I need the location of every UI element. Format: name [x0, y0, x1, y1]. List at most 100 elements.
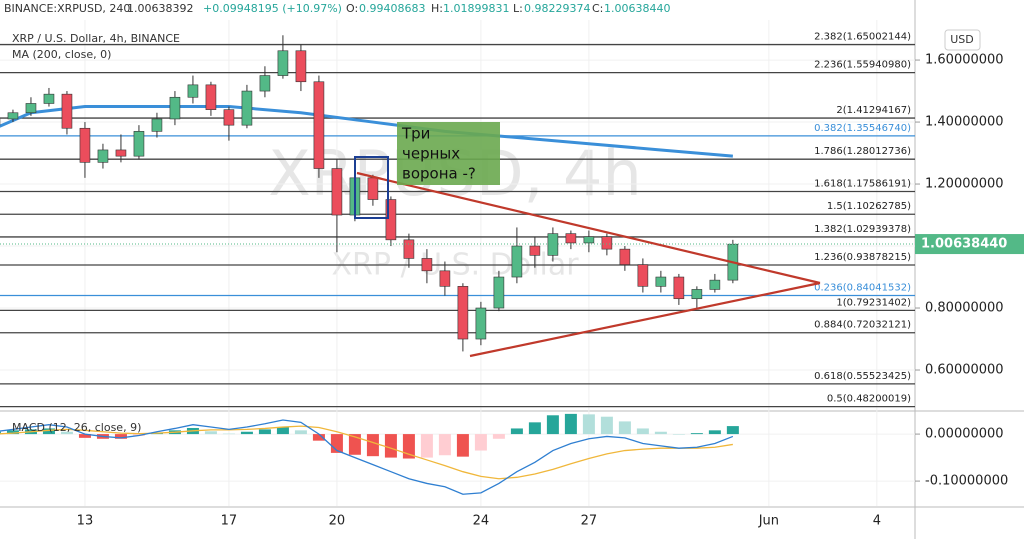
legend-macd: MACD (12, 26, close, 9) [12, 421, 141, 434]
y-tick-label: 1.20000000 [925, 177, 1004, 192]
candle-body [403, 239, 415, 259]
fib-label: 0.884(0.72032121) [814, 320, 911, 331]
macd-histogram-bar [546, 415, 559, 435]
x-tick-label: 4 [873, 514, 881, 529]
macd-histogram-bar [726, 426, 739, 435]
candle-body [205, 84, 217, 110]
fib-label: 0.5(0.48200019) [827, 394, 911, 405]
candle-body [295, 50, 307, 83]
macd-histogram-bar [204, 431, 217, 435]
macd-histogram-bar [600, 416, 613, 435]
fib-label: 1.236(0.93878215) [814, 252, 911, 263]
y-tick-label: -0.10000000 [925, 474, 1008, 489]
y-tick-label: 0.00000000 [925, 427, 1004, 442]
ohlc-value: 0.99408683 [359, 2, 425, 15]
macd-histogram-bar [78, 434, 91, 438]
ohlc-value: 1.01899831 [443, 2, 509, 15]
macd-histogram-bar [114, 434, 127, 439]
triangle-lower [469, 281, 821, 358]
macd-histogram-bar [654, 431, 667, 435]
candle-body [115, 149, 127, 157]
candle-body [529, 245, 541, 256]
candle-body [313, 81, 325, 169]
candle-body [61, 93, 73, 129]
x-tick-label: 27 [581, 514, 598, 529]
ohlc-value: 0.98229374 [524, 2, 590, 15]
annotation-line: ворона -? [402, 165, 476, 183]
candle-body [601, 236, 613, 250]
signal-line [0, 425, 733, 480]
currency-button[interactable] [944, 29, 981, 51]
candle-body [565, 233, 577, 244]
candle-body [673, 276, 685, 300]
fib-label: 2.382(1.65002144) [814, 32, 911, 43]
candle-body [259, 75, 271, 92]
macd-histogram-bar [636, 428, 649, 435]
candle-body [439, 270, 451, 287]
candle-body [277, 50, 289, 76]
x-tick-label: 20 [329, 514, 346, 529]
candle-body [223, 109, 235, 126]
candle-body [133, 131, 145, 157]
candle-body [493, 276, 505, 309]
candle-body [457, 286, 469, 340]
y-tick-label: 1.60000000 [925, 53, 1004, 68]
macd-histogram-bar [438, 434, 451, 456]
macd-histogram-bar [690, 433, 703, 435]
fib-label: 0.618(0.55523425) [814, 371, 911, 382]
candle-body [169, 96, 181, 120]
fib-label: 2.236(1.55940980) [814, 60, 911, 71]
candle-body [385, 199, 397, 241]
last-price: 1.00638392 [127, 2, 193, 15]
macd-histogram-bar [582, 414, 595, 435]
macd-histogram-bar [6, 430, 19, 435]
candle-body [421, 258, 433, 272]
candle-body [43, 93, 55, 104]
ma-line [0, 105, 733, 158]
fib-label: 2(1.41294167) [836, 105, 911, 116]
x-tick-label: 17 [221, 514, 238, 529]
triangle-upper [356, 171, 821, 285]
macd-histogram-bar [402, 434, 415, 459]
macd-histogram-bar [618, 421, 631, 435]
macd-histogram-bar [60, 431, 73, 435]
macd-histogram-bar [474, 434, 487, 451]
legend-ma: MA (200, close, 0) [12, 48, 111, 61]
macd-histogram-bar [456, 434, 469, 457]
macd-histogram-bar [510, 428, 523, 435]
candle-body [619, 248, 631, 265]
macd-histogram-bar [564, 413, 577, 435]
highlight-box [354, 156, 389, 219]
candle-body [7, 112, 19, 120]
candle-body [367, 177, 379, 200]
candle-body [475, 307, 487, 340]
candle-body [241, 90, 253, 126]
candle-body [79, 127, 91, 163]
macd-histogram-bar [528, 422, 541, 435]
macd-histogram-bar [240, 431, 253, 435]
last-price-box [915, 234, 1024, 255]
candle-body [187, 84, 199, 98]
candle-body [655, 276, 667, 287]
symbol: BINANCE:XRPUSD, 240 [4, 2, 130, 15]
candle-body [709, 279, 721, 290]
fib-label: 0.236(0.84041532) [814, 282, 911, 293]
macd-histogram-bar [366, 434, 379, 457]
currency-label[interactable]: USD [950, 33, 974, 46]
macd-histogram-bar [672, 434, 685, 435]
fib-label: 0.382(1.35546740) [814, 123, 911, 134]
macd-histogram-bar [492, 434, 505, 439]
candle-body [637, 264, 649, 287]
annotation-line: Три [401, 125, 430, 143]
y-tick-label: 1.40000000 [925, 115, 1004, 130]
fib-label: 1.786(1.28012736) [814, 146, 911, 157]
macd-histogram-bar [384, 434, 397, 458]
macd-histogram-bar [0, 431, 1, 435]
x-tick-label: 13 [77, 514, 94, 529]
macd-histogram-bar [258, 429, 271, 435]
fib-label: 1.5(1.10262785) [827, 201, 911, 212]
last-price-label: 1.00638440 [921, 237, 1007, 252]
macd-line [0, 419, 734, 495]
macd-histogram-bar [348, 434, 361, 455]
